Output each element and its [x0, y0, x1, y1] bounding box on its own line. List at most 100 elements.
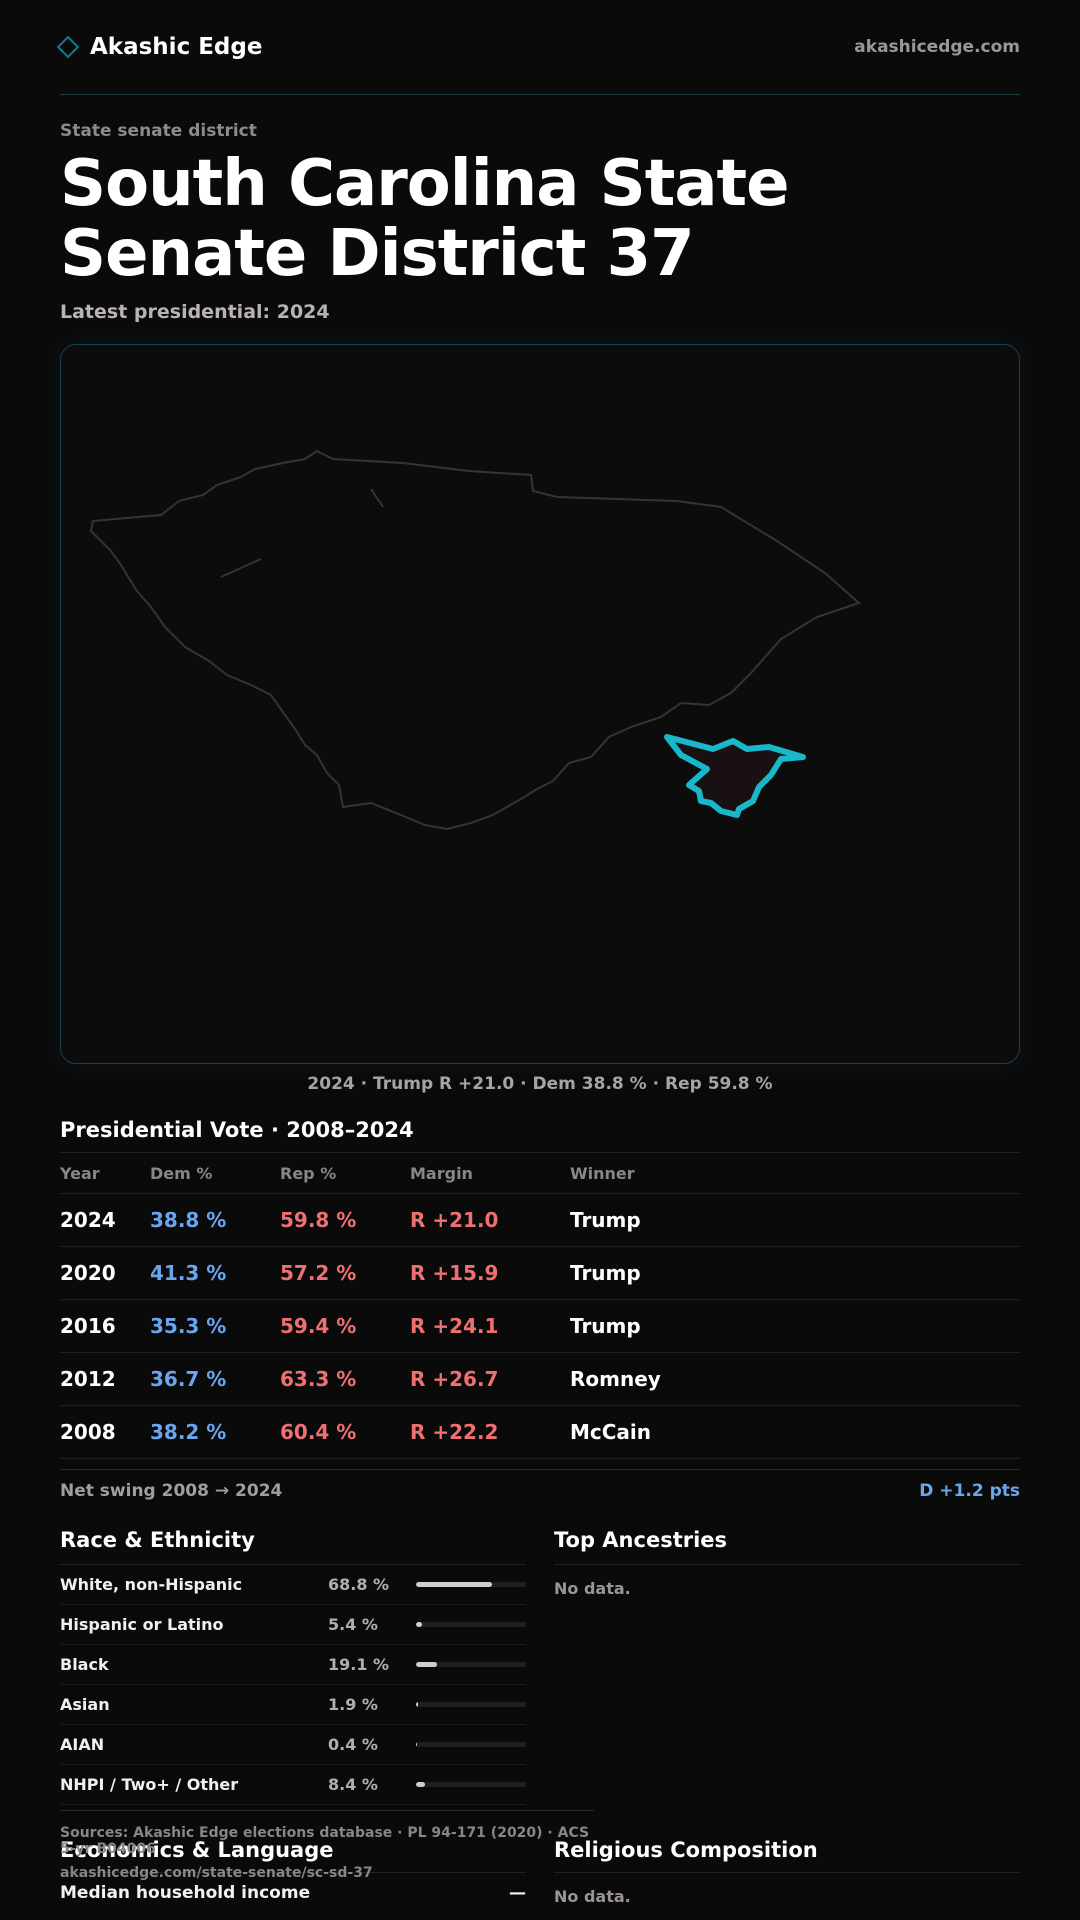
economics-title: Economics & Language [60, 1838, 526, 1873]
latest-presidential: Latest presidential: 2024 [60, 301, 330, 323]
inner-border-2 [370, 488, 384, 508]
list-item: Median household income — [60, 1873, 526, 1913]
race-pct: 5.4 % [328, 1615, 378, 1634]
race-pct: 8.4 % [328, 1775, 378, 1794]
table-row: 2016 35.3 % 59.4 % R +24.1 Trump [60, 1300, 1020, 1353]
race-pct: 0.4 % [328, 1735, 378, 1754]
brand-name: Akashic Edge [90, 34, 263, 60]
presidential-section: Presidential Vote · 2008–2024 Year Dem %… [60, 1118, 1020, 1512]
race-name: AIAN [60, 1735, 105, 1754]
ancestries-empty: No data. [554, 1579, 631, 1598]
econ-value: — [509, 1883, 526, 1903]
race-bar [416, 1702, 526, 1707]
map-caption: 2024 · Trump R +21.0 · Dem 38.8 % · Rep … [307, 1074, 773, 1094]
district-map[interactable] [60, 344, 1020, 1064]
table-header: Year Dem % Rep % Margin Winner [60, 1153, 1020, 1194]
list-item: Black 19.1 % [60, 1645, 526, 1685]
cell-rep: 59.8 % [280, 1208, 357, 1232]
race-bar-fill [416, 1662, 437, 1667]
page-url[interactable]: akashicedge.com/state-senate/sc-sd-37 [60, 1865, 373, 1881]
page-title: South Carolina State Senate District 37 [60, 147, 790, 291]
race-name: Hispanic or Latino [60, 1615, 224, 1634]
cell-winner: McCain [570, 1420, 652, 1444]
cell-year: 2016 [60, 1314, 116, 1338]
eyebrow: State senate district [60, 121, 257, 141]
list-item: Asian 1.9 % [60, 1685, 526, 1725]
race-bar-fill [416, 1702, 419, 1707]
sources-text: Sources: Akashic Edge elections database… [60, 1825, 590, 1857]
cell-margin: R +22.2 [410, 1420, 499, 1444]
ancestries-title: Top Ancestries [554, 1528, 1020, 1565]
table-row: 2012 36.7 % 63.3 % R +26.7 Romney [60, 1353, 1020, 1406]
cell-margin: R +24.1 [410, 1314, 499, 1338]
cell-margin: R +15.9 [410, 1261, 499, 1285]
cell-year: 2008 [60, 1420, 116, 1444]
cell-margin: R +21.0 [410, 1208, 499, 1232]
presidential-title: Presidential Vote · 2008–2024 [60, 1118, 1020, 1153]
site-link[interactable]: akashicedge.com [854, 37, 1020, 57]
race-title: Race & Ethnicity [60, 1528, 526, 1565]
swing-value: D +1.2 pts [919, 1481, 1020, 1501]
ancestries-section: Top Ancestries No data. [554, 1528, 1020, 1598]
race-pct: 68.8 % [328, 1575, 390, 1594]
table-row: 2024 38.8 % 59.8 % R +21.0 Trump [60, 1194, 1020, 1247]
cell-dem: 38.2 % [150, 1420, 227, 1444]
swing-label: Net swing 2008 → 2024 [60, 1481, 283, 1501]
race-bar-fill [416, 1582, 492, 1587]
logo-diamond-icon [56, 35, 80, 59]
table-row: 2020 41.3 % 57.2 % R +15.9 Trump [60, 1247, 1020, 1300]
race-bar [416, 1782, 526, 1787]
cell-year: 2024 [60, 1208, 116, 1232]
race-bar [416, 1742, 526, 1747]
race-bar [416, 1662, 526, 1667]
cell-winner: Trump [570, 1314, 641, 1338]
cell-winner: Romney [570, 1367, 661, 1391]
race-bar-fill [416, 1782, 426, 1787]
race-name: NHPI / Two+ / Other [60, 1775, 239, 1794]
race-name: Black [60, 1655, 109, 1674]
brand[interactable]: Akashic Edge [56, 34, 263, 60]
cell-rep: 63.3 % [280, 1367, 357, 1391]
race-bar-fill [416, 1622, 422, 1627]
cell-rep: 60.4 % [280, 1420, 357, 1444]
col-margin: Margin [410, 1163, 473, 1183]
list-item: NHPI / Two+ / Other 8.4 % [60, 1765, 526, 1805]
site-header: Akashic Edge akashicedge.com [56, 0, 1020, 95]
race-bar-fill [416, 1742, 418, 1747]
cell-year: 2020 [60, 1261, 116, 1285]
list-item: Hispanic or Latino 5.4 % [60, 1605, 526, 1645]
race-name: White, non-Hispanic [60, 1575, 243, 1594]
religion-title: Religious Composition [554, 1838, 1020, 1873]
econ-label: Median household income [60, 1883, 311, 1903]
cell-rep: 57.2 % [280, 1261, 357, 1285]
cell-dem: 35.3 % [150, 1314, 227, 1338]
district-shape [664, 734, 806, 818]
cell-dem: 38.8 % [150, 1208, 227, 1232]
race-bar [416, 1582, 526, 1587]
cell-winner: Trump [570, 1208, 641, 1232]
race-pct: 19.1 % [328, 1655, 390, 1674]
table-row: 2008 38.2 % 60.4 % R +22.2 McCain [60, 1406, 1020, 1459]
col-dem: Dem % [150, 1163, 213, 1183]
state-outline [89, 449, 861, 831]
religion-section: Religious Composition No data. [554, 1838, 1020, 1906]
cell-rep: 59.4 % [280, 1314, 357, 1338]
net-swing: Net swing 2008 → 2024 D +1.2 pts [60, 1469, 1020, 1512]
col-rep: Rep % [280, 1163, 337, 1183]
col-year: Year [60, 1163, 100, 1183]
cell-year: 2012 [60, 1367, 116, 1391]
race-name: Asian [60, 1695, 110, 1714]
col-winner: Winner [570, 1163, 635, 1183]
economics-section: Economics & Language Median household in… [60, 1838, 526, 1913]
cell-dem: 36.7 % [150, 1367, 227, 1391]
list-item: AIAN 0.4 % [60, 1725, 526, 1765]
race-bar [416, 1622, 526, 1627]
religion-empty: No data. [554, 1887, 631, 1906]
page-footer: Sources: Akashic Edge elections database… [60, 1810, 594, 1881]
race-pct: 1.9 % [328, 1695, 378, 1714]
inner-border [220, 558, 262, 578]
list-item: White, non-Hispanic 68.8 % [60, 1565, 526, 1605]
cell-dem: 41.3 % [150, 1261, 227, 1285]
cell-winner: Trump [570, 1261, 641, 1285]
race-section: Race & Ethnicity White, non-Hispanic 68.… [60, 1528, 526, 1805]
